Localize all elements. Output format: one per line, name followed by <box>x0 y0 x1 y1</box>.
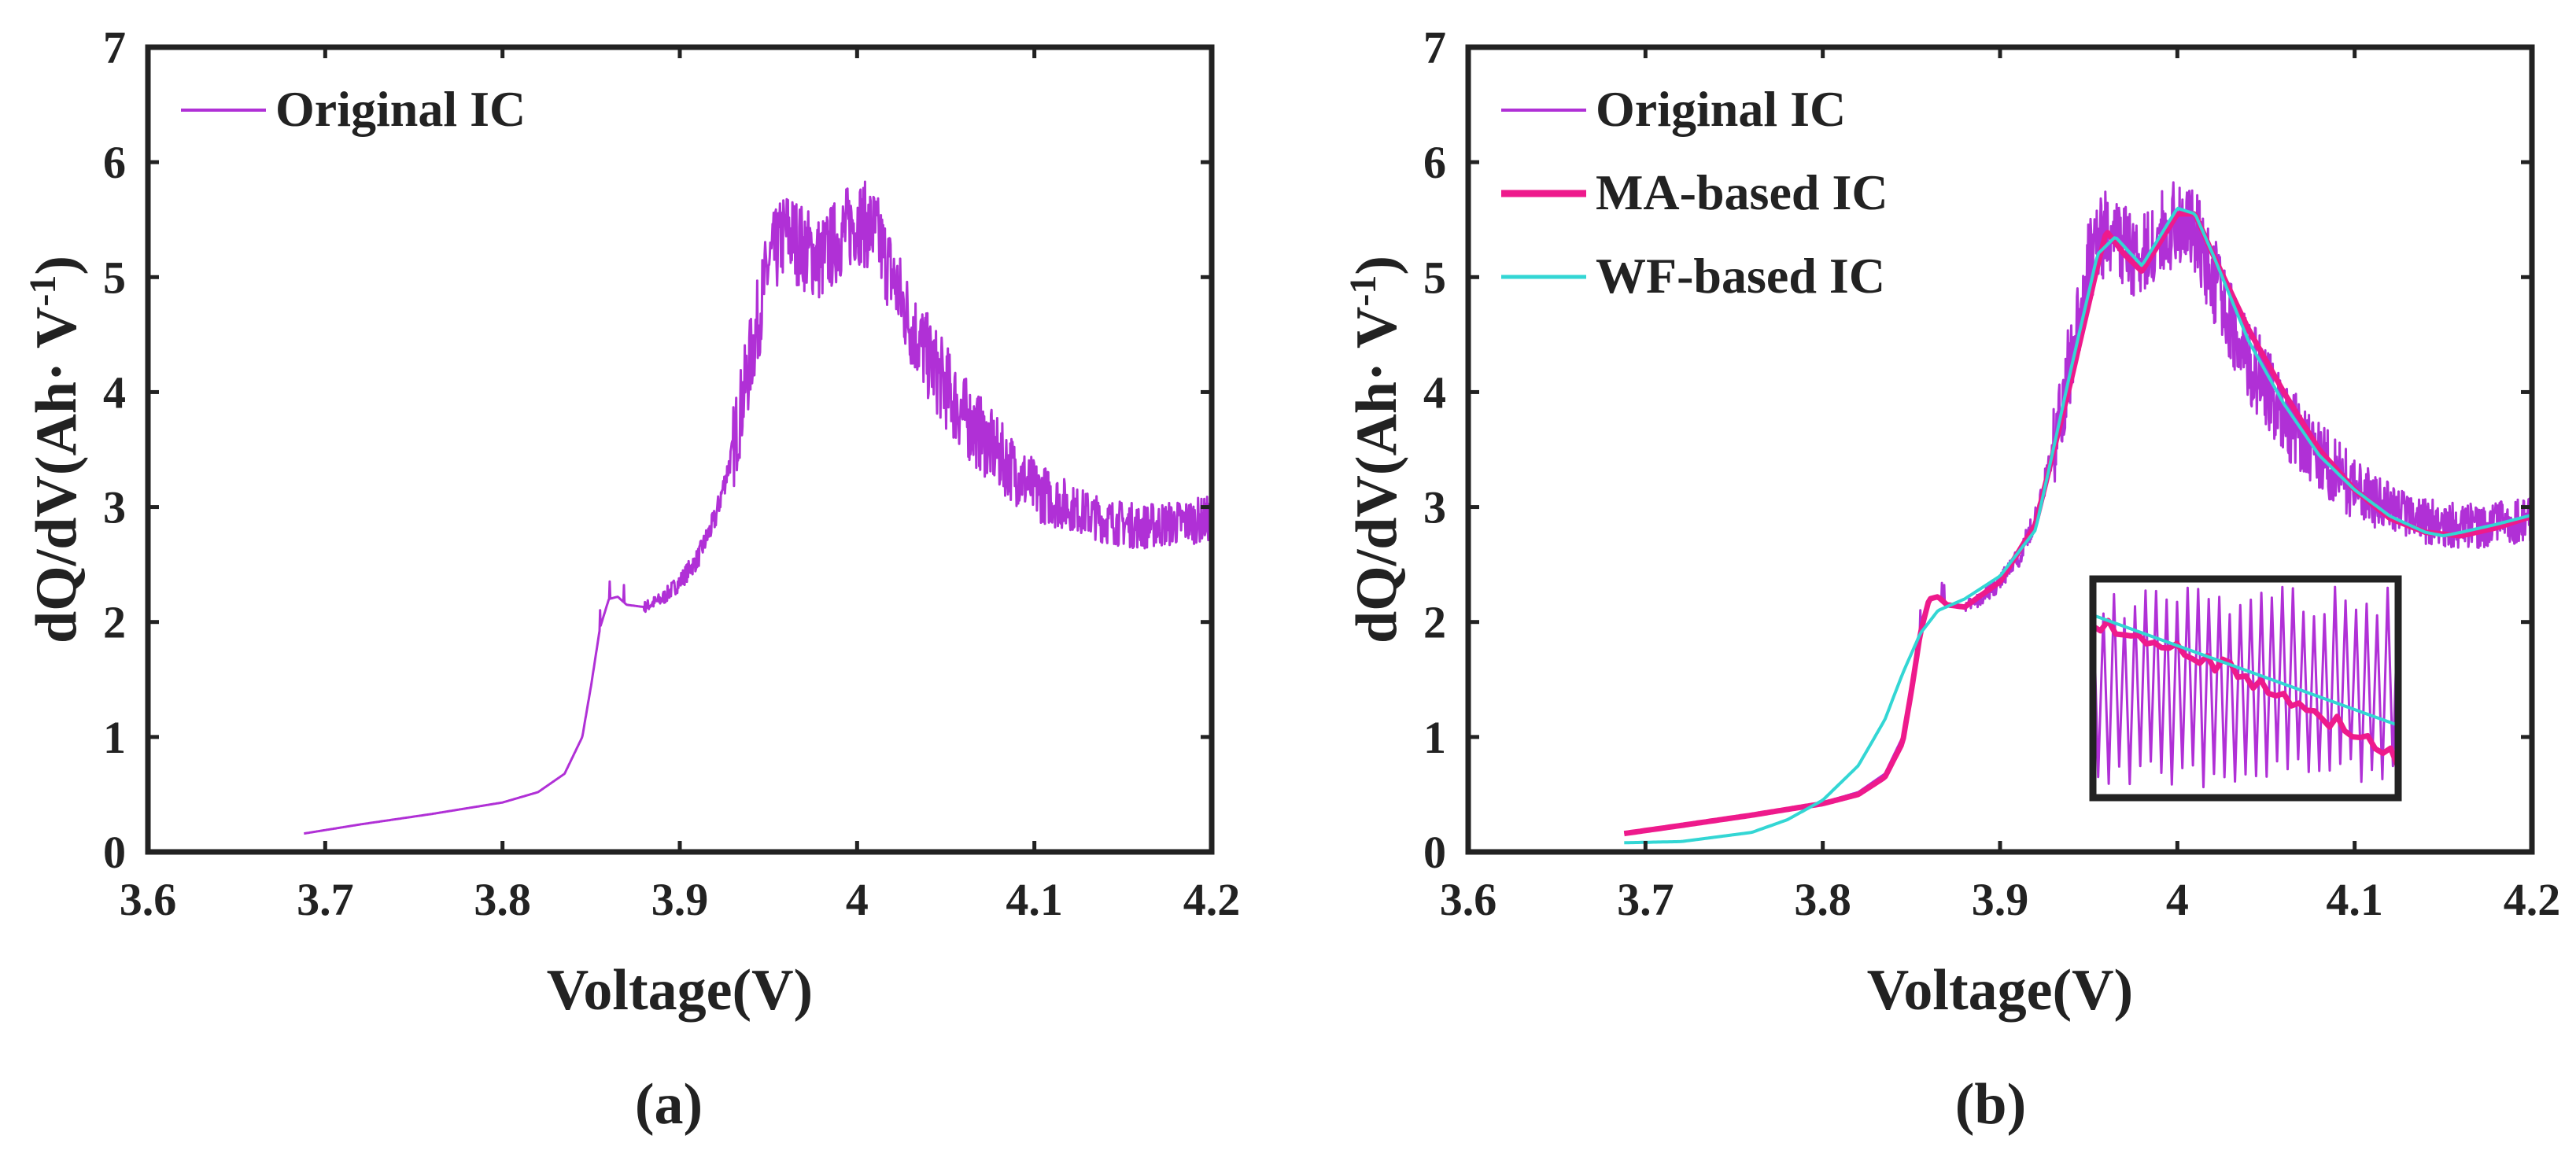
legend-label: Original IC <box>1596 81 1846 137</box>
y-tick-label: 0 <box>103 827 126 878</box>
x-tick-label: 4 <box>846 874 869 925</box>
axes-frame <box>145 44 1215 855</box>
inset-frame <box>2089 575 2402 802</box>
y-tick-label: 7 <box>1423 22 1446 73</box>
x-tick-label: 3.9 <box>651 874 709 925</box>
x-axis-label: Voltage(V) <box>1867 958 2133 1023</box>
x-tick-label: 4.1 <box>2326 874 2383 925</box>
x-tick-label: 4 <box>2166 874 2189 925</box>
legend-label: Original IC <box>275 81 526 137</box>
x-tick-label: 3.6 <box>1440 874 1497 925</box>
y-axis-label-close: ) <box>24 256 89 275</box>
y-tick-label: 5 <box>103 252 126 303</box>
y-axis-label-close: ) <box>1345 256 1409 275</box>
y-axis-label-main: dQ/dV(Ah· V <box>24 307 89 643</box>
y-axis-label-main: dQ/dV(Ah· V <box>1345 307 1409 643</box>
y-tick-label: 4 <box>1423 367 1446 418</box>
panel-caption: (a) <box>635 1072 703 1137</box>
x-axis-label: Voltage(V) <box>547 958 813 1023</box>
panel-b: 3.6 3.7 3.8 3.9 4 4.1 4.2 0 1 2 3 4 5 6 7 Voltage(V) dQ/… <box>1342 22 2560 1137</box>
legend-label: WF-based IC <box>1596 248 1885 304</box>
y-tick-label: 2 <box>1423 597 1446 648</box>
y-axis-label-exponent: -1 <box>22 275 64 307</box>
x-tick-label: 3.7 <box>297 874 354 925</box>
inset-series-wf-based-ic <box>2093 614 2398 727</box>
y-tick-label: 3 <box>103 482 126 533</box>
y-tick-label: 1 <box>1423 712 1446 763</box>
series-line-wf-based-ic <box>1624 206 2532 845</box>
inset-series-ma-based-ic <box>2093 618 2398 769</box>
y-tick-label: 0 <box>1423 827 1446 878</box>
y-tick-label: 2 <box>103 597 126 648</box>
x-tick-label: 3.7 <box>1617 874 1674 925</box>
series-group <box>303 180 1212 835</box>
y-axis-label-exponent: -1 <box>1342 275 1384 307</box>
y-tick-label: 3 <box>1423 482 1446 533</box>
inset-series-group <box>2093 585 2398 789</box>
y-tick-label: 1 <box>103 712 126 763</box>
y-tick-label: 5 <box>1423 252 1446 303</box>
inset-series-original-ic <box>2093 585 2398 789</box>
y-tick-label: 6 <box>1423 137 1446 188</box>
series-group <box>1623 181 2532 845</box>
y-axis-label: dQ/dV(Ah· V-1) <box>1342 256 1409 643</box>
panel-a: 3.6 3.7 3.8 3.9 4 4.1 4.2 0 1 2 3 4 5 6 7 Voltage(V) dQ/… <box>22 22 1240 1137</box>
x-tick-label: 3.6 <box>120 874 177 925</box>
panel-caption: (b) <box>1955 1072 2026 1137</box>
y-tick-label: 6 <box>103 137 126 188</box>
x-tick-label: 3.8 <box>474 874 531 925</box>
y-tick-label: 7 <box>103 22 126 73</box>
x-tick-label: 3.9 <box>1972 874 2029 925</box>
y-axis-label: dQ/dV(Ah· V-1) <box>22 256 89 643</box>
x-tick-label: 4.1 <box>1006 874 1063 925</box>
x-tick-label: 3.8 <box>1794 874 1851 925</box>
x-tick-label: 4.2 <box>2504 874 2561 925</box>
y-tick-label: 4 <box>103 367 126 418</box>
legend-label: MA-based IC <box>1596 164 1888 220</box>
inset-plot <box>2089 575 2402 802</box>
x-tick-label: 4.2 <box>1183 874 1241 925</box>
series-line-original-ic <box>303 180 1212 835</box>
